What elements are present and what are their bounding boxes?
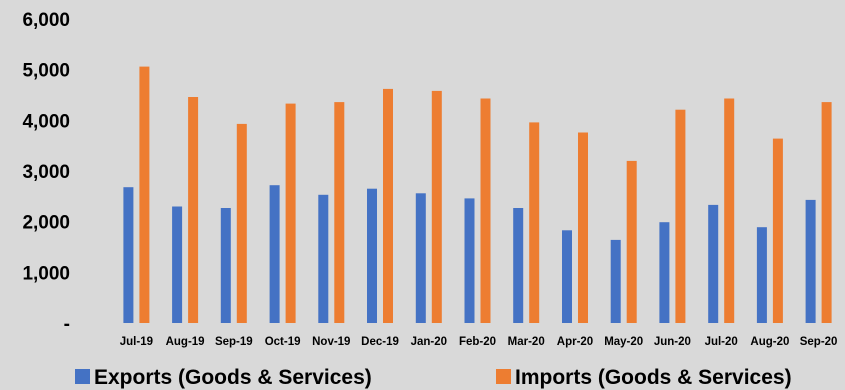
exports-bar: [269, 185, 280, 323]
imports-legend-label: Imports (Goods & Services): [515, 366, 792, 389]
x-tick-label: Jul-19: [120, 336, 153, 348]
imports-bar: [383, 88, 393, 324]
imports-bar: [724, 98, 735, 323]
imports-bar: [334, 102, 345, 323]
exports-bar: [318, 194, 329, 323]
exports-bar: [172, 206, 183, 323]
exports-bar: [513, 208, 524, 323]
exports-bar: [123, 187, 134, 323]
imports-bar: [529, 122, 540, 324]
imports-bar: [772, 138, 783, 323]
bars: [123, 66, 832, 324]
exports-bar: [562, 230, 572, 323]
x-tick-label: Dec-19: [361, 336, 399, 348]
imports-bar: [188, 97, 199, 323]
x-tick-label: May-20: [604, 336, 643, 348]
imports-legend-swatch: [496, 369, 511, 384]
imports-bar: [675, 109, 686, 323]
exports-bar: [805, 199, 816, 323]
x-tick-label: Oct-19: [265, 336, 301, 348]
y-tick-label: 3,000: [22, 162, 70, 183]
exports-bar: [756, 227, 767, 323]
y-tick-label: 2,000: [22, 213, 70, 234]
y-tick-label: 6,000: [22, 10, 70, 31]
legend: Exports (Goods & Services) Imports (Goods…: [75, 366, 792, 389]
imports-bar: [578, 132, 588, 323]
exports-bar: [708, 204, 719, 323]
x-tick-label: Nov-19: [312, 336, 350, 348]
exports-bar: [367, 188, 377, 323]
exports-bar: [220, 208, 231, 323]
imports-bar: [285, 103, 296, 323]
x-tick-label: Feb-20: [459, 336, 496, 348]
y-tick-label: -: [64, 314, 70, 335]
exports-bar: [464, 198, 475, 323]
x-tick-label: Mar-20: [508, 336, 545, 348]
x-tick-label: Sep-20: [800, 336, 838, 348]
exports-legend-swatch: [75, 369, 90, 384]
exports-legend-label: Exports (Goods & Services): [94, 366, 372, 389]
x-tick-label: Aug-19: [166, 336, 205, 348]
exports-bar: [659, 222, 670, 323]
y-axis: - 1,000 2,000 3,000 4,000 5,000 6,000: [22, 10, 70, 335]
x-tick-label: Jul-20: [705, 336, 738, 348]
imports-bar: [821, 102, 832, 323]
x-axis: Jul-19 Aug-19 Sep-19 Oct-19 Nov-19 Dec-19 Jan-…: [120, 336, 838, 348]
exports-bar: [415, 193, 426, 323]
y-tick-label: 1,000: [22, 263, 70, 284]
imports-bar: [139, 66, 150, 323]
imports-bar: [626, 160, 637, 323]
x-tick-label: Jan-20: [411, 336, 447, 348]
imports-bar: [431, 90, 442, 324]
x-tick-label: Apr-20: [557, 336, 593, 348]
y-tick-label: 5,000: [22, 61, 70, 82]
imports-bar: [480, 98, 491, 323]
imports-bar: [236, 123, 247, 324]
x-tick-label: Aug-20: [750, 336, 789, 348]
y-tick-label: 4,000: [22, 111, 70, 132]
x-tick-label: Sep-19: [215, 336, 253, 348]
exports-bar: [610, 239, 621, 323]
x-tick-label: Jun-20: [654, 336, 691, 348]
